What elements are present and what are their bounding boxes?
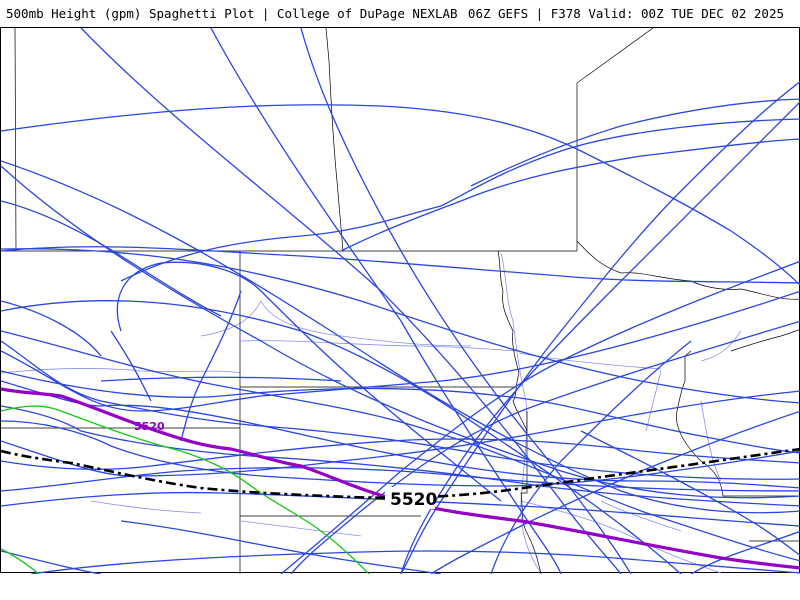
ensemble-mean — [0, 447, 800, 500]
mean-contour-label: 5520 — [390, 490, 437, 510]
map-panel: 5520 5520 — [0, 27, 800, 575]
run-valid-time: 06Z GEFS | F378 Valid: 00Z TUE DEC 02 20… — [467, 6, 784, 21]
mean-label-bg — [385, 487, 435, 509]
spaghetti-map: 5520 5520 — [0, 27, 800, 575]
member-contours — [0, 27, 800, 575]
green-member — [0, 405, 370, 575]
highlight-member — [0, 387, 800, 570]
member-contour-label: 5520 — [134, 420, 165, 433]
plot-title: 500mb Height (gpm) Spaghetti Plot | Coll… — [6, 6, 458, 21]
